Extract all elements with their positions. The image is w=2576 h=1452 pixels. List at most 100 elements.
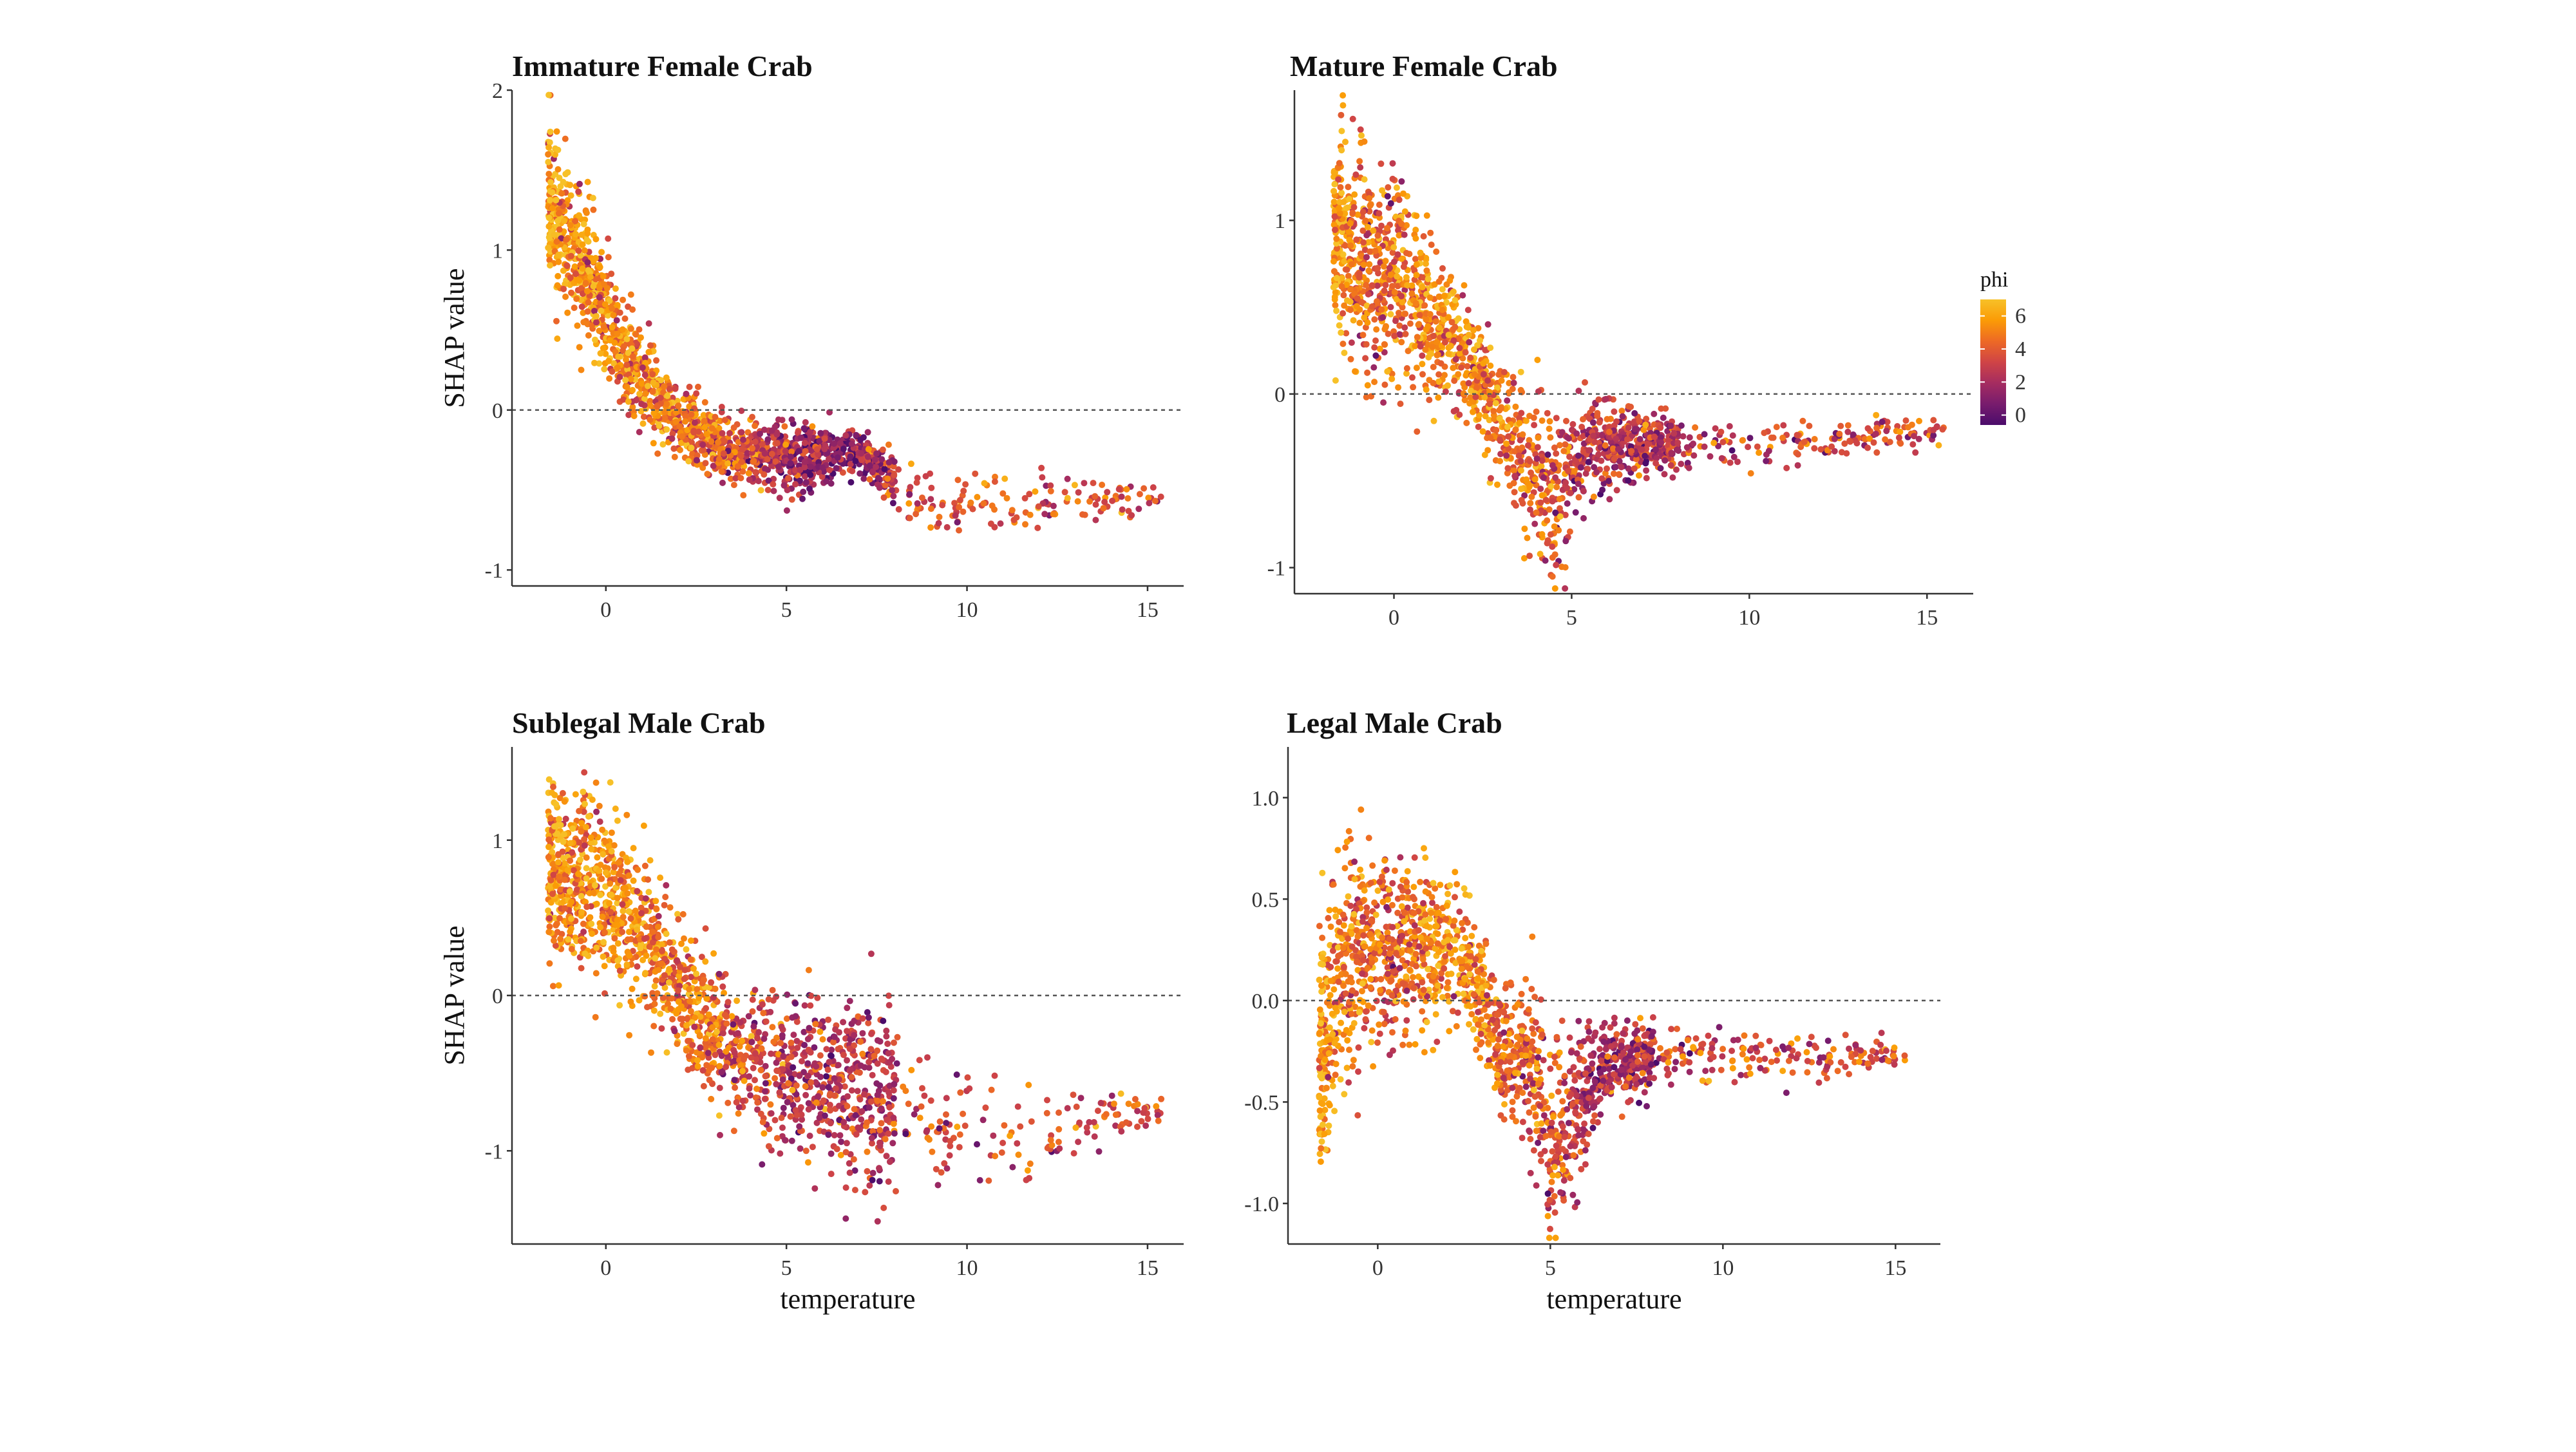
data-point [825,1066,831,1073]
data-point [567,274,574,281]
data-point [1430,364,1437,370]
data-point [562,798,568,805]
data-point [1754,444,1761,450]
data-point [676,423,683,429]
data-point [1624,436,1631,442]
data-point [1128,512,1135,518]
data-point [596,294,603,301]
data-point [1419,284,1426,290]
data-point [740,1098,746,1104]
data-point [1657,424,1663,431]
data-point [1730,432,1736,438]
data-point [860,476,867,482]
data-point [781,1105,787,1111]
data-point [1719,439,1726,446]
data-point [553,197,559,203]
data-point [746,1086,753,1092]
data-point [1559,429,1566,435]
data-point [1365,267,1372,274]
data-point [647,857,654,863]
data-point [1378,223,1385,229]
data-point [1401,263,1407,270]
data-point [580,921,587,927]
data-point [657,874,663,881]
data-point [1333,236,1340,242]
data-point [1348,356,1354,363]
data-point [1427,311,1434,317]
data-point [1632,426,1638,432]
data-point [1456,411,1463,418]
data-point [1451,377,1457,384]
data-point [802,448,809,455]
data-point [1374,232,1381,239]
data-point [697,1032,703,1039]
data-point [1344,205,1350,211]
data-point [1553,484,1560,490]
data-point [746,476,753,483]
data-point [1912,449,1918,456]
data-point [1527,458,1533,464]
data-point [1331,199,1338,205]
data-point [1847,438,1853,445]
data-point [843,1184,849,1191]
data-point [1843,450,1850,457]
data-point [1533,509,1540,516]
data-point [1611,456,1617,462]
data-point [630,354,636,360]
data-point [1539,492,1546,498]
data-point [956,1144,963,1151]
data-point [773,1060,780,1066]
data-point [593,780,600,786]
data-point [1516,453,1522,459]
data-point [1388,200,1394,207]
data-point [1365,382,1371,388]
data-point [1050,503,1057,509]
data-point [1350,116,1356,122]
data-point [1414,261,1420,268]
data-point [1392,289,1398,296]
data-point [1381,288,1388,294]
data-point [637,945,643,952]
data-point [992,478,998,485]
data-point [760,1010,766,1016]
data-point [605,254,612,260]
data-point [1511,380,1517,386]
data-point [616,1002,623,1008]
data-point [1662,406,1669,412]
data-point [1549,554,1556,561]
data-point [607,880,613,887]
data-point [837,440,844,446]
data-point [1351,204,1358,211]
data-point [1616,471,1622,478]
data-point [860,434,867,440]
data-point [1628,448,1634,455]
data-point [1423,267,1430,274]
data-point [1425,323,1431,330]
data-point [835,455,841,461]
data-point [823,1073,829,1080]
data-point [891,472,897,478]
data-point [1413,212,1419,219]
data-point [1435,395,1441,401]
data-point [561,218,567,224]
data-point [1562,564,1569,570]
data-point [1025,1082,1032,1088]
data-point [645,349,652,355]
data-point [1427,294,1434,301]
data-point [1448,343,1454,349]
data-point [754,1035,761,1041]
data-point [1542,558,1549,564]
data-point [1613,436,1619,442]
data-point [576,181,583,187]
data-point [1487,344,1493,351]
data-point [844,1140,850,1146]
data-point [924,1135,931,1141]
data-point [576,212,582,219]
data-point [1780,422,1786,429]
data-point [914,500,921,507]
data-point [1044,1110,1050,1117]
data-point [699,442,706,448]
data-point [1484,377,1491,384]
data-point [1405,348,1412,354]
